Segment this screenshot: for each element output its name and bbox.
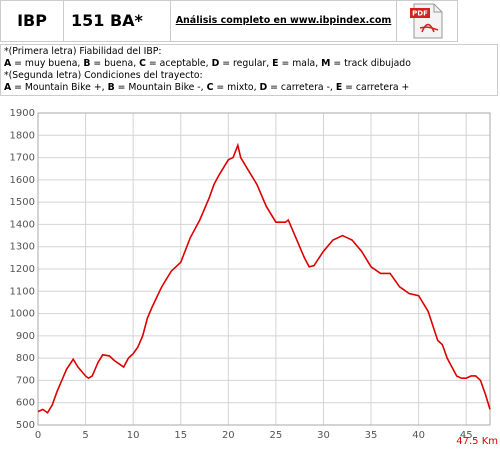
y-tick-label: 1400: [10, 219, 35, 230]
plot-frame: [37, 112, 491, 426]
notes: *(Primera letra) Fiabilidad del IBP: A =…: [0, 44, 498, 96]
note-key: C: [206, 82, 214, 93]
y-tick-label: 500: [16, 420, 35, 431]
note-text: = track dibujado: [330, 58, 411, 69]
pdf-icon[interactable]: PDF: [408, 2, 448, 40]
x-tick-label: 30: [317, 430, 330, 441]
note-text: = Mountain Bike -,: [114, 82, 207, 93]
note-text: = mixto,: [213, 82, 260, 93]
x-tick-label: 0: [35, 430, 41, 441]
note-key: C: [139, 58, 146, 69]
x-tick-label: 20: [222, 430, 235, 441]
y-tick-label: 600: [16, 398, 35, 409]
brand: IBP: [1, 1, 64, 41]
note-text: = buena,: [90, 58, 140, 69]
y-tick-label: 700: [16, 375, 35, 386]
y-tick-label: 1600: [10, 175, 35, 186]
note-key: E: [335, 82, 343, 93]
y-tick-label: 1300: [10, 242, 35, 253]
x-tick-label: 40: [412, 430, 425, 441]
distance-label: 47.5 Km: [456, 436, 498, 447]
note-text: = mala,: [278, 58, 322, 69]
x-tick-label: 10: [127, 430, 140, 441]
note-line: A = muy buena, B = buena, C = aceptable,…: [4, 58, 494, 70]
y-tick-label: 900: [16, 331, 35, 342]
note-key: E: [272, 58, 279, 69]
x-tick-label: 15: [174, 430, 187, 441]
note-line: *(Primera letra) Fiabilidad del IBP:: [4, 46, 162, 57]
x-tick-label: 25: [270, 430, 283, 441]
elevation-line: [37, 142, 491, 414]
y-tick-label: 1500: [10, 197, 35, 208]
header: IBP 151 BA* Análisis completo en www.ibp…: [0, 0, 458, 42]
y-tick-label: 800: [16, 353, 35, 364]
note-text: = regular,: [219, 58, 273, 69]
note-line: A = Mountain Bike +, B = Mountain Bike -…: [4, 82, 494, 94]
note-key: M: [321, 58, 331, 69]
y-tick-label: 1200: [10, 264, 35, 275]
y-tick-label: 1700: [10, 153, 35, 164]
note-key: D: [211, 58, 220, 69]
chart: 500 600 700 800 900 1000 1100 1200 1300 1400 1500 1…: [10, 108, 498, 447]
note-line: *(Segunda letra) Condiciones del trayect…: [4, 70, 203, 81]
note-text: = aceptable,: [145, 58, 212, 69]
y-tick-label: 1800: [10, 130, 35, 141]
score: 151 BA*: [63, 1, 171, 41]
pdf-label: PDF: [412, 10, 428, 18]
note-key: D: [259, 82, 268, 93]
x-tick-label: 45: [460, 430, 473, 441]
note-text: = Mountain Bike +,: [11, 82, 108, 93]
note-text: = carretera +: [342, 82, 410, 93]
y-tick-label: 1000: [10, 309, 35, 320]
note-text: = muy buena,: [11, 58, 84, 69]
note-key: B: [107, 82, 115, 93]
note-key: A: [4, 58, 12, 69]
pdf-cell[interactable]: PDF: [396, 1, 457, 41]
y-tick-label: 1900: [10, 108, 35, 119]
x-tick-label: 5: [82, 430, 88, 441]
y-tick-label: 1100: [10, 286, 35, 297]
note-key: A: [4, 82, 12, 93]
note-key: B: [83, 58, 91, 69]
x-tick-label: 35: [365, 430, 378, 441]
analysis-link[interactable]: Análisis completo en www.ibpindex.com: [171, 1, 397, 41]
note-text: = carretera -,: [267, 82, 336, 93]
